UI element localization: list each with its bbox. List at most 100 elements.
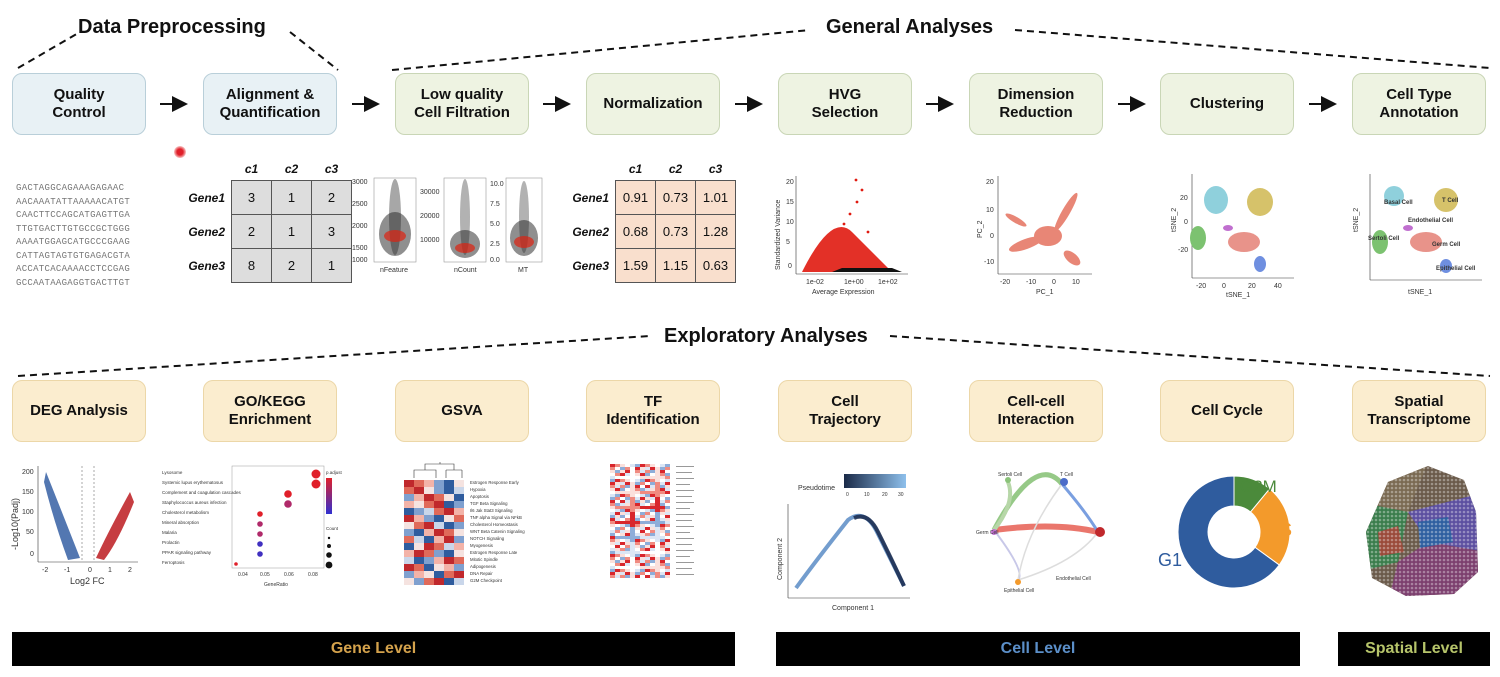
- heatmap-cell: [630, 494, 635, 497]
- heatmap-cell: [610, 566, 615, 569]
- heatmap-cell: [655, 551, 660, 554]
- heatmap-cell: [610, 515, 615, 518]
- heatmap-cell: [640, 536, 645, 539]
- step-tf-identification: TF Identification: [586, 380, 720, 442]
- heatmap-cell: [414, 480, 424, 487]
- heatmap-cell: [640, 497, 645, 500]
- heatmap-cell: [454, 564, 464, 571]
- heatmap-cell: [655, 518, 660, 521]
- matrix-cell: 1.15: [655, 248, 696, 283]
- heatmap-cell: [620, 527, 625, 530]
- heatmap-cell: [635, 521, 640, 524]
- heatmap-cell: [645, 509, 650, 512]
- heatmap-cell: [434, 508, 444, 515]
- heatmap-cell: [414, 557, 424, 564]
- tick-label: -20: [1178, 247, 1188, 254]
- heatmap-cell: [650, 497, 655, 500]
- heatmap-cell: [650, 482, 655, 485]
- heatmap-cell: [610, 485, 615, 488]
- gene-level-bar: Gene Level: [12, 632, 735, 666]
- heatmap-cell: [620, 551, 625, 554]
- heatmap-cell: [414, 536, 424, 543]
- heatmap-cell: [640, 551, 645, 554]
- tick-label: 150: [22, 489, 34, 496]
- tick-label: 20000: [420, 213, 440, 220]
- heatmap-cell: [630, 512, 635, 515]
- step-go-kegg-enrichment: GO/KEGG Enrichment: [203, 380, 337, 442]
- heatmap-cell: [665, 497, 670, 500]
- heatmap-cell: [640, 473, 645, 476]
- heatmap-cell: [635, 503, 640, 506]
- heatmap-cell: [424, 515, 434, 522]
- heatmap-cell: [655, 542, 660, 545]
- tick-label: 10: [1072, 279, 1080, 286]
- heatmap-cell: [414, 522, 424, 529]
- matrix-cell: 3: [311, 214, 352, 249]
- tick-label: 20: [1180, 195, 1188, 202]
- column-header: c1: [628, 162, 643, 176]
- heatmap-cell: [625, 539, 630, 542]
- tick-label: 0.0: [490, 257, 500, 264]
- heatmap-cell: [630, 563, 635, 566]
- axis-label: tSNE_1: [1408, 289, 1432, 296]
- heatmap-cell: [444, 550, 454, 557]
- heatmap-cell: [620, 518, 625, 521]
- heatmap-cell: [640, 479, 645, 482]
- heatmap-cell: [625, 536, 630, 539]
- step-quality-control: Quality Control: [12, 73, 146, 135]
- heatmap-cell: [444, 557, 454, 564]
- heatmap-cell: [610, 497, 615, 500]
- heatmap-cell: [404, 515, 414, 522]
- heatmap-cell: [635, 482, 640, 485]
- step-clustering: Clustering: [1160, 73, 1294, 135]
- heatmap-cell: [625, 527, 630, 530]
- interaction-network: Germ Cell T Cell Sertoli Cell Endothelia…: [976, 472, 1105, 594]
- heatmap-cell: [650, 557, 655, 560]
- heatmap-cell: [655, 512, 660, 515]
- sequence-line: AAAATGGAGCATGCCCGAAG: [16, 237, 131, 247]
- heatmap-cell: [665, 527, 670, 530]
- heatmap-cell: [655, 482, 660, 485]
- tick-label: 5.0: [490, 221, 500, 228]
- heatmap-cell: [640, 554, 645, 557]
- heatmap-cell: [665, 530, 670, 533]
- tick-label: -20: [1196, 283, 1206, 290]
- heatmap-cell: [635, 509, 640, 512]
- heatmap-cell: [615, 509, 620, 512]
- heatmap-cell: [615, 533, 620, 536]
- heatmap-cell: [414, 494, 424, 501]
- cell-label: T Cell: [1442, 198, 1459, 204]
- tick-label: 100: [22, 509, 34, 516]
- heatmap-cell: [404, 494, 414, 501]
- heatmap-cell: [404, 550, 414, 557]
- heatmap-cell: [635, 575, 640, 578]
- legend-title: p.adjust: [326, 470, 343, 475]
- heatmap-cell: [660, 527, 665, 530]
- heatmap-cell: [665, 554, 670, 557]
- heatmap-cell: [625, 557, 630, 560]
- heatmap-cell: [655, 521, 660, 524]
- phase-label-s: S: [1280, 520, 1292, 540]
- heatmap-cell: [625, 521, 630, 524]
- tsne-clusters: tSNE_2 20 0 -20 -20 0 20 40 tSNE_1: [1171, 174, 1294, 299]
- heatmap-cell: [650, 467, 655, 470]
- matrix-cell: 1: [311, 248, 352, 283]
- heatmap-cell: [645, 521, 650, 524]
- heatmap-cell: [655, 479, 660, 482]
- heatmap-cell: [660, 530, 665, 533]
- heatmap-cell: [454, 501, 464, 508]
- heatmap-cell: [640, 542, 645, 545]
- heatmap-cell: [640, 539, 645, 542]
- term-label: Cholesterol Homeostasis: [470, 522, 518, 527]
- heatmap-cell: [630, 503, 635, 506]
- heatmap-cell: [620, 545, 625, 548]
- violin-nfeature: 3000 2500 2000 1500 1000 nFeature: [352, 177, 417, 274]
- heatmap-cell: [625, 479, 630, 482]
- heatmap-cell: [615, 575, 620, 578]
- heatmap-cell: [640, 545, 645, 548]
- spatial-level-bar: Spatial Level: [1338, 632, 1490, 666]
- heatmap-cell: [645, 494, 650, 497]
- heatmap-cell: [620, 566, 625, 569]
- tick-label: 0: [1222, 283, 1226, 290]
- heatmap-cell: [434, 564, 444, 571]
